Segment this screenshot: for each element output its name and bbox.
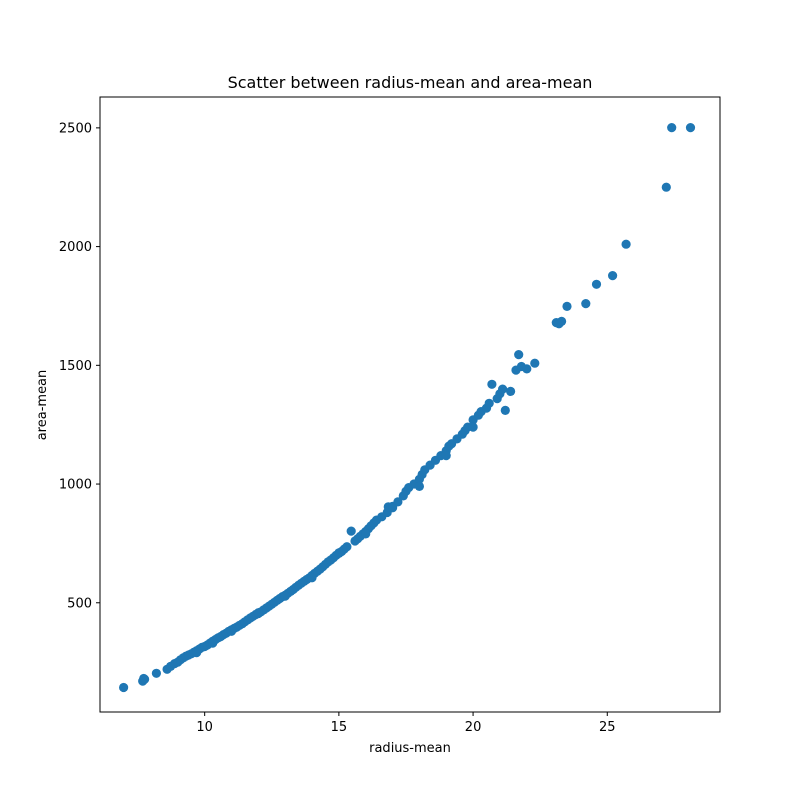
x-axis-label: radius-mean	[369, 741, 451, 756]
scatter-point	[414, 481, 424, 491]
x-tick-label: 20	[465, 720, 482, 735]
scatter-point	[557, 316, 567, 326]
scatter-point	[393, 497, 403, 507]
x-tick-label: 25	[599, 720, 616, 735]
scatter-point	[119, 682, 129, 693]
scatter-point	[280, 591, 290, 601]
scatter-point	[506, 386, 516, 396]
y-tick-label: 1500	[59, 359, 92, 374]
scatter-point	[342, 542, 352, 552]
scatter-point	[192, 648, 202, 658]
x-tick-label: 15	[331, 720, 348, 735]
scatter-point	[685, 123, 696, 133]
scatter-point	[522, 364, 532, 374]
scatter-point	[621, 239, 631, 249]
scatter-point	[487, 379, 497, 389]
y-axis-label: area-mean	[35, 370, 50, 441]
scatter-point	[530, 358, 540, 368]
scatter-point	[484, 398, 494, 408]
scatter-point	[498, 384, 508, 394]
scatter-point	[388, 503, 398, 513]
chart-title: Scatter between radius-mean and area-mea…	[228, 73, 593, 92]
scatter-points	[119, 123, 696, 693]
y-tick-label: 2500	[59, 121, 92, 136]
scatter-point	[140, 674, 150, 684]
scatter-point	[514, 350, 524, 360]
scatter-point	[468, 422, 478, 432]
scatter-point	[608, 271, 618, 281]
scatter-point	[346, 526, 356, 536]
scatter-point	[441, 451, 451, 461]
scatter-point	[253, 608, 263, 618]
y-tick-label: 2000	[59, 240, 92, 255]
scatter-point	[226, 626, 237, 636]
x-tick-label: 10	[196, 720, 213, 735]
scatter-point	[591, 279, 602, 289]
scatter-point	[581, 299, 591, 309]
scatter-point	[334, 548, 344, 558]
scatter-point	[307, 573, 317, 583]
scatter-point	[500, 405, 510, 415]
scatter-point	[361, 529, 371, 539]
y-tick-label: 500	[67, 596, 92, 611]
scatter-point	[661, 182, 671, 192]
x-axis-ticks: 10 15 20 25	[196, 712, 616, 735]
plot-frame	[99, 96, 721, 713]
scatter-point	[208, 638, 218, 648]
y-tick-label: 1000	[59, 478, 92, 493]
scatter-point	[562, 301, 572, 311]
scatter-point	[667, 123, 677, 133]
scatter-point	[151, 668, 161, 678]
y-axis-ticks: 500 1000 1500 2000 2500	[59, 121, 100, 611]
